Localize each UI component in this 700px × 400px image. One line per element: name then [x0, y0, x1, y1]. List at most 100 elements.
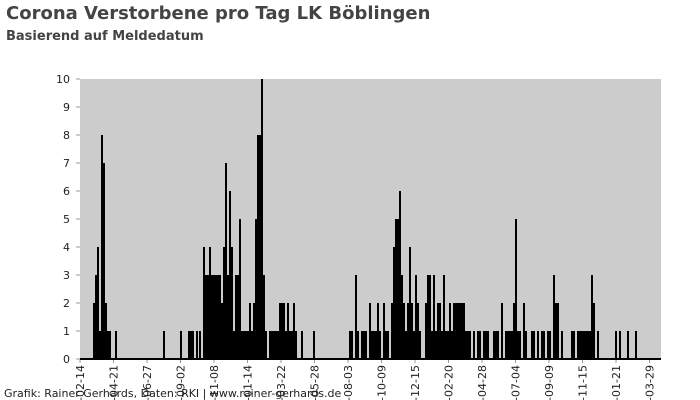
bar	[107, 331, 109, 359]
bar	[525, 331, 527, 359]
bar	[105, 303, 107, 359]
bar	[279, 303, 281, 359]
bar	[415, 275, 417, 359]
bar	[561, 331, 563, 359]
bar	[275, 331, 277, 359]
bar	[485, 331, 487, 359]
bar	[199, 331, 201, 359]
bar	[253, 303, 255, 359]
bar	[243, 331, 245, 359]
bar	[401, 275, 403, 359]
bar	[377, 303, 379, 359]
bar	[277, 331, 279, 359]
y-tick-label: 6	[63, 185, 70, 198]
bar	[361, 331, 363, 359]
bar	[537, 331, 539, 359]
bar	[219, 275, 221, 359]
bar	[93, 303, 95, 359]
bar	[313, 331, 315, 359]
bar	[451, 331, 453, 359]
bar	[477, 331, 479, 359]
bar	[231, 247, 233, 359]
y-tick-label: 4	[63, 241, 70, 254]
bar	[497, 331, 499, 359]
y-tick-label: 7	[63, 157, 70, 170]
bar	[205, 275, 207, 359]
bar	[429, 275, 431, 359]
bar	[495, 331, 497, 359]
bar	[249, 303, 251, 359]
bar	[549, 331, 551, 359]
bar	[227, 275, 229, 359]
bar	[391, 303, 393, 359]
bar	[473, 331, 475, 359]
bar	[295, 331, 297, 359]
bar	[573, 331, 575, 359]
bar	[587, 331, 589, 359]
bar	[265, 331, 267, 359]
x-tick-label: -06-27	[141, 365, 154, 400]
bar	[355, 275, 357, 359]
bar	[463, 303, 465, 359]
bar	[505, 331, 507, 359]
bar	[241, 331, 243, 359]
bar	[301, 331, 303, 359]
y-tick-label: 2	[63, 297, 70, 310]
chart-title: Corona Verstorbene pro Tag LK Böblingen	[6, 3, 430, 24]
bar	[163, 331, 165, 359]
y-tick-label: 1	[63, 325, 70, 338]
x-tick-label: -08-03	[342, 365, 355, 400]
x-tick-label: -03-29	[644, 365, 657, 400]
bar	[217, 275, 219, 359]
bar	[459, 303, 461, 359]
bar	[469, 331, 471, 359]
bar	[95, 275, 97, 359]
bar	[383, 303, 385, 359]
bar	[215, 275, 217, 359]
bar	[583, 331, 585, 359]
bar	[487, 331, 489, 359]
bar	[192, 331, 194, 359]
bar	[239, 219, 241, 359]
bar	[427, 275, 429, 359]
bar	[445, 331, 447, 359]
x-tick-label: -03-22	[275, 365, 288, 400]
bar	[435, 331, 437, 359]
bar	[417, 303, 419, 359]
bar	[363, 331, 365, 359]
bar	[196, 331, 198, 359]
bar	[409, 247, 411, 359]
bar	[507, 331, 509, 359]
bar	[425, 303, 427, 359]
bar	[251, 331, 253, 359]
bar	[553, 275, 555, 359]
bar	[180, 331, 182, 359]
bar	[271, 331, 273, 359]
bar	[235, 275, 237, 359]
bar	[207, 275, 209, 359]
bar	[393, 247, 395, 359]
bar	[555, 303, 557, 359]
bar	[188, 331, 190, 359]
bar	[109, 331, 111, 359]
bar	[515, 219, 517, 359]
bar	[261, 79, 263, 359]
bar	[523, 303, 525, 359]
bar	[455, 303, 457, 359]
x-tick-label: -05-28	[309, 365, 322, 400]
bar	[615, 331, 617, 359]
y-tick-label: 3	[63, 269, 70, 282]
x-tick-label: -10-09	[376, 365, 389, 400]
bar	[221, 303, 223, 359]
bar	[627, 331, 629, 359]
bar	[190, 331, 192, 359]
bar	[543, 331, 545, 359]
bar	[597, 331, 599, 359]
bar	[571, 331, 573, 359]
bar	[407, 303, 409, 359]
bar	[439, 303, 441, 359]
bar	[589, 331, 591, 359]
bar	[225, 163, 227, 359]
bar	[531, 331, 533, 359]
